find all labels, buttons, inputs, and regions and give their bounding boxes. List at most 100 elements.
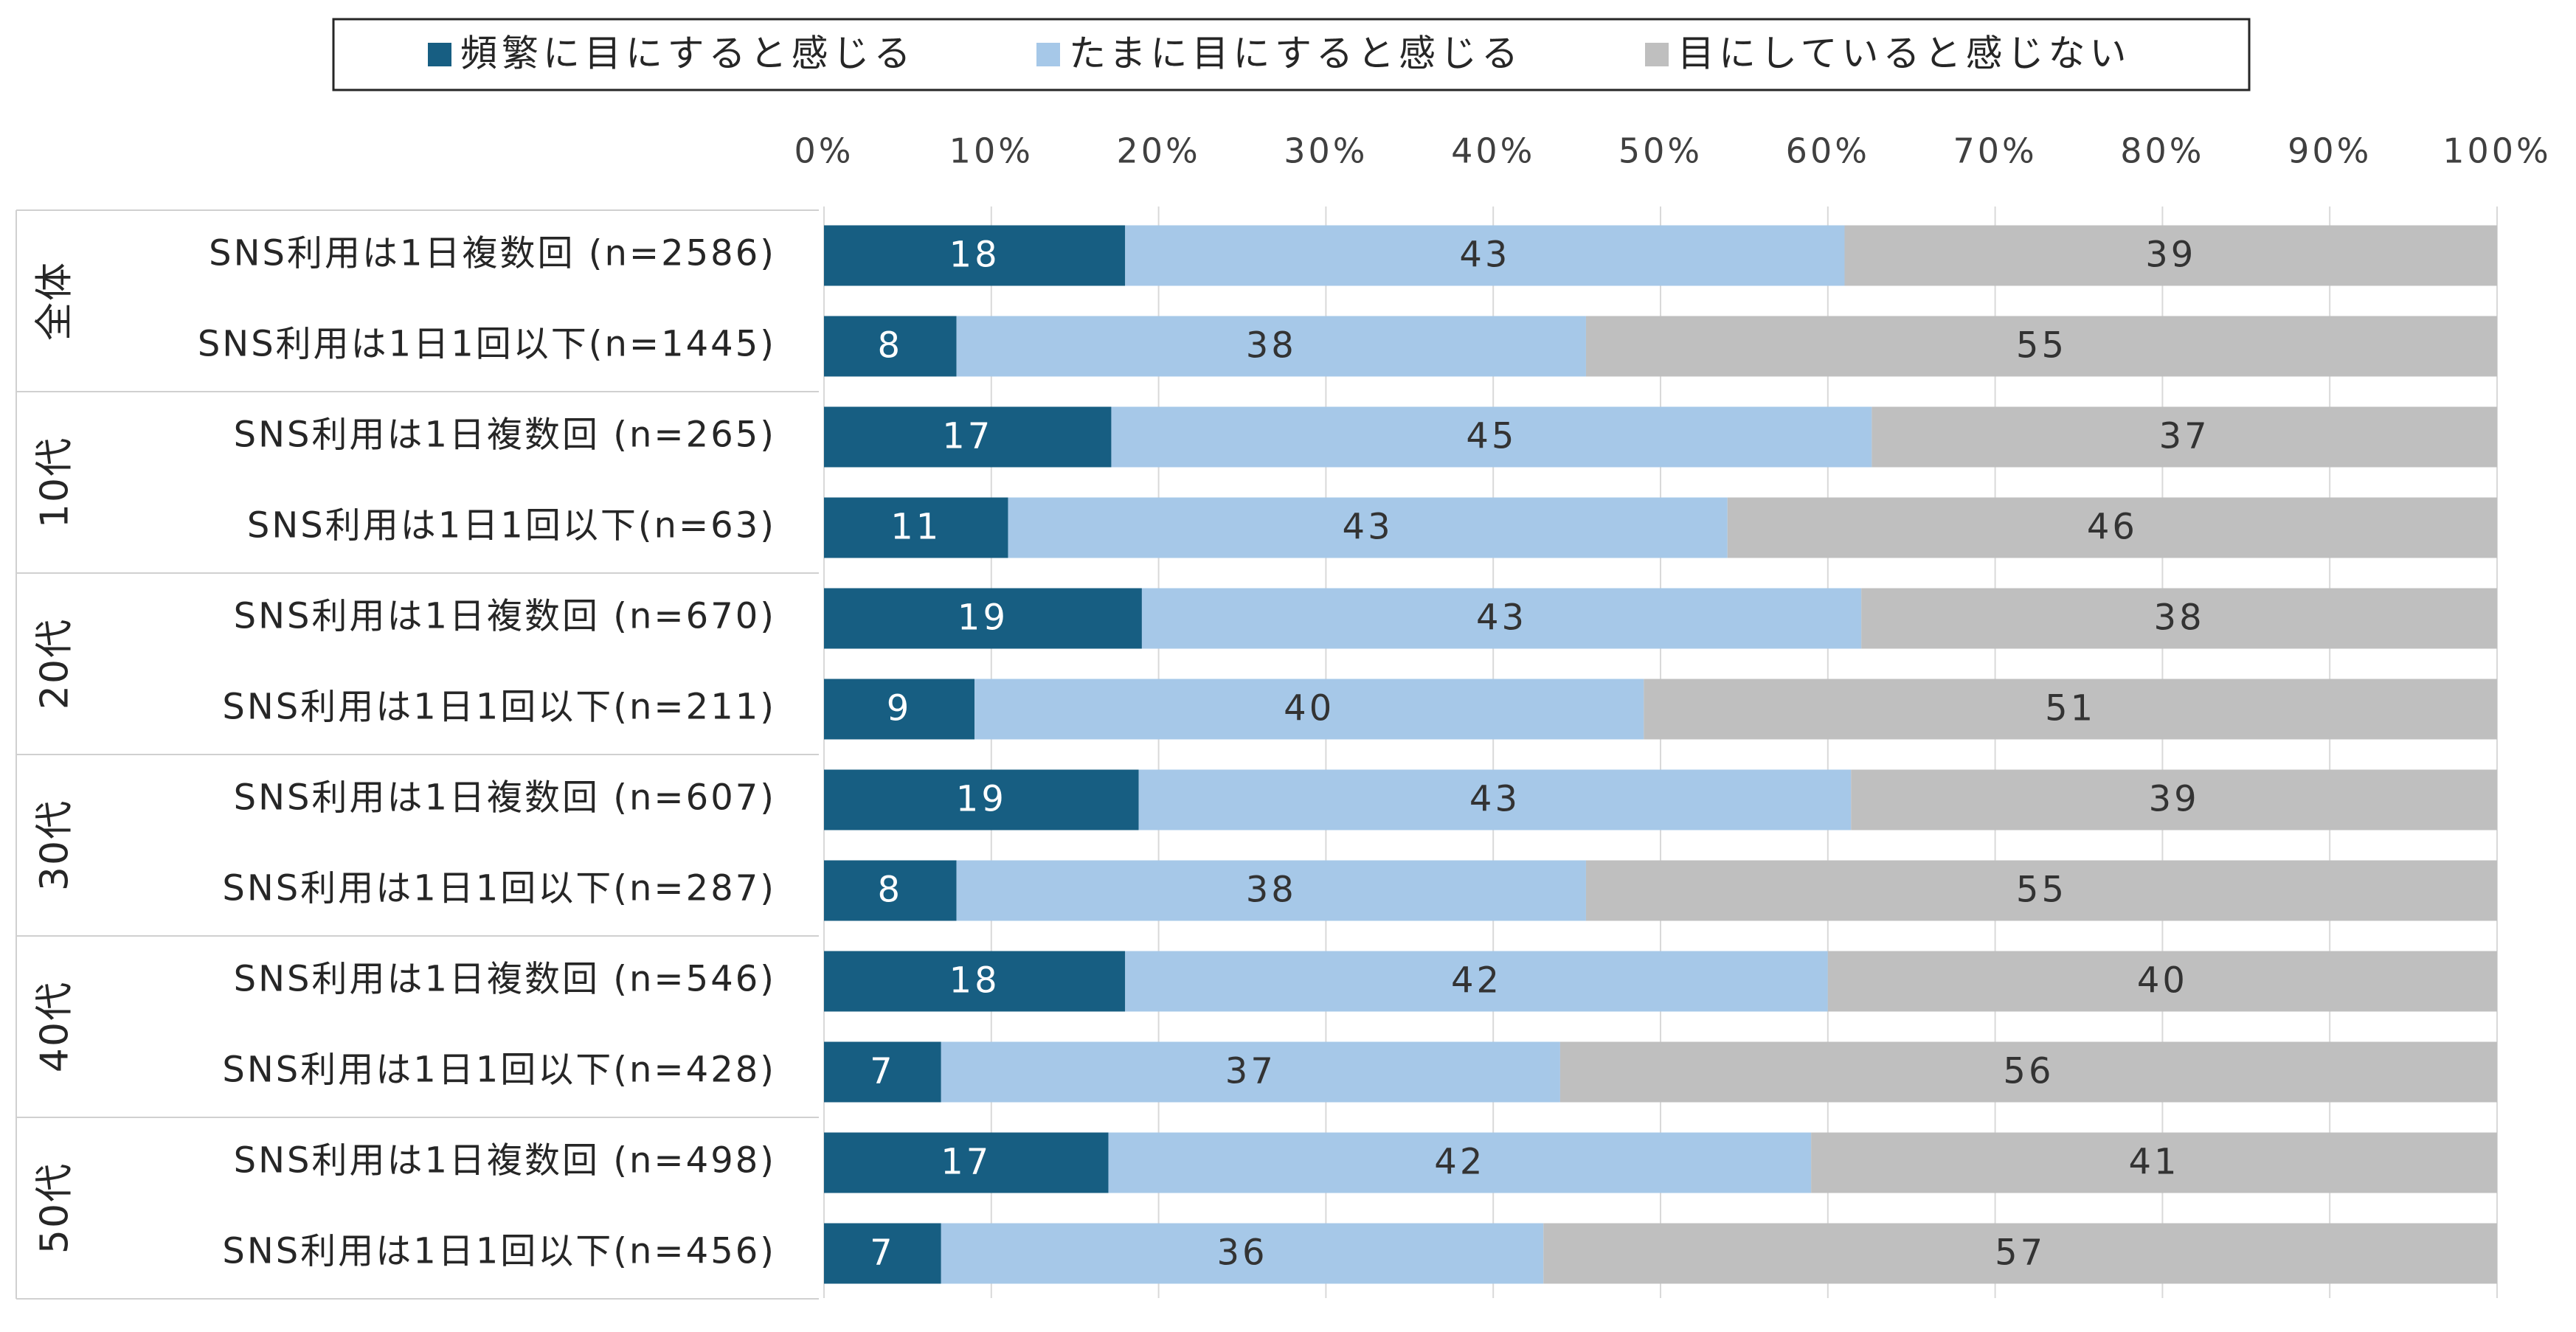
bar-segment <box>1111 406 1872 468</box>
row-label: SNS利用は1日1回以下(n=456) <box>222 1231 776 1272</box>
bar-segment <box>1108 1132 1812 1193</box>
data-label: 55 <box>2016 870 2067 911</box>
group-label: 10代 <box>33 437 77 528</box>
bar-segment <box>1585 860 2497 921</box>
bar-segment <box>956 316 1586 377</box>
data-label: 38 <box>1246 325 1297 367</box>
x-tick-label: 20% <box>1116 131 1200 171</box>
row-label: SNS利用は1日1回以下(n=1445) <box>198 324 776 365</box>
bar-segment <box>1872 406 2497 468</box>
bar-segment <box>824 679 975 740</box>
x-tick-label: 70% <box>1953 131 2037 171</box>
group-label: 40代 <box>33 981 77 1072</box>
row-label: SNS利用は1日複数回 (n=670) <box>234 596 776 637</box>
data-label: 55 <box>2016 325 2067 367</box>
bar-segment <box>1861 588 2497 649</box>
data-label: 42 <box>1434 1142 1485 1183</box>
data-label: 40 <box>1284 688 1334 729</box>
bar-segment <box>824 497 1008 558</box>
bar-segment <box>1585 316 2497 377</box>
bar-segment <box>824 951 1126 1012</box>
data-label: 43 <box>1459 235 1510 276</box>
row-label: SNS利用は1日複数回 (n=546) <box>234 959 776 1000</box>
bar-segment <box>1559 1041 2497 1103</box>
group-label: 20代 <box>33 618 77 710</box>
bar-segment <box>824 769 1139 830</box>
bar-segment <box>824 1223 941 1284</box>
bars <box>824 225 2497 1284</box>
data-labels: 18 43 39 8 38 55 17 45 37 11 43 46 19 43 38 9 40 51 19 43 39… <box>870 235 2210 1274</box>
legend-label: 目にしていると感じない <box>1677 32 2131 75</box>
group-label: 全体 <box>33 261 77 341</box>
bar-segment <box>1008 497 1728 558</box>
legend-label: 頻繁に目にすると感じる <box>460 32 915 75</box>
x-tick-label: 60% <box>1786 131 1870 171</box>
x-tick-label: 80% <box>2120 131 2204 171</box>
x-tick-label: 10% <box>949 131 1033 171</box>
x-tick-label: 30% <box>1284 131 1368 171</box>
bar-segment <box>1138 769 1852 830</box>
group-label: 50代 <box>33 1162 77 1254</box>
data-label: 56 <box>2003 1051 2054 1092</box>
data-label: 19 <box>958 597 1008 639</box>
data-label: 38 <box>1246 870 1297 911</box>
data-label: 37 <box>1225 1051 1276 1092</box>
legend: 頻繁に目にすると感じる たまに目にすると感じる 目にしていると感じない <box>332 18 2251 91</box>
bar-segment <box>1827 951 2497 1012</box>
legend-swatch <box>1645 43 1669 66</box>
legend-swatch <box>428 43 451 66</box>
data-label: 38 <box>2154 597 2205 639</box>
bar-segment <box>1141 588 1862 649</box>
data-label: 46 <box>2087 507 2138 548</box>
data-label: 41 <box>2129 1142 2180 1183</box>
category-table: 全体 10代 20代 30代 40代 50代 SNS利用は1日複数回 (n=2586) SNS… <box>15 209 819 1300</box>
bar-segment <box>1543 1223 2497 1284</box>
row-label: SNS利用は1日1回以下(n=211) <box>222 687 776 728</box>
bar-segment <box>824 588 1142 649</box>
x-tick-label: 100% <box>2442 131 2552 171</box>
data-label: 9 <box>887 688 913 729</box>
bar-segment <box>1125 225 1845 286</box>
x-tick-label: 0% <box>794 131 854 171</box>
data-label: 36 <box>1216 1232 1267 1274</box>
data-label: 8 <box>878 325 904 367</box>
row-label: SNS利用は1日1回以下(n=428) <box>222 1050 776 1091</box>
row-label: SNS利用は1日1回以下(n=63) <box>247 505 776 547</box>
bar-segment <box>824 225 1126 286</box>
bar-segment <box>974 679 1644 740</box>
bar-segment <box>1844 225 2497 286</box>
bar-segment <box>824 1132 1109 1193</box>
data-label: 11 <box>890 507 941 548</box>
data-label: 8 <box>878 870 904 911</box>
bar-segment <box>824 316 957 377</box>
data-label: 19 <box>956 779 1007 820</box>
data-label: 17 <box>942 416 993 457</box>
bar-segment <box>1727 497 2497 558</box>
data-label: 43 <box>1476 597 1527 639</box>
data-label: 43 <box>1469 779 1520 820</box>
data-label: 18 <box>949 960 1000 1002</box>
legend-label: たまに目にすると感じる <box>1069 32 1523 75</box>
data-label: 37 <box>2159 416 2210 457</box>
row-label: SNS利用は1日複数回 (n=265) <box>234 414 776 456</box>
bar-segment <box>941 1223 1544 1284</box>
row-label: SNS利用は1日複数回 (n=607) <box>234 777 776 819</box>
data-label: 39 <box>2149 779 2200 820</box>
data-label: 39 <box>2145 235 2196 276</box>
data-label: 45 <box>1466 416 1517 457</box>
data-label: 7 <box>870 1232 896 1274</box>
x-tick-label: 50% <box>1618 131 1703 171</box>
data-label: 43 <box>1343 507 1393 548</box>
x-tick-label: 40% <box>1451 131 1535 171</box>
bar-segment <box>956 860 1586 921</box>
row-label: SNS利用は1日複数回 (n=2586) <box>209 233 776 274</box>
bar-segment <box>824 860 957 921</box>
legend-box <box>332 18 2251 91</box>
group-label: 30代 <box>33 799 77 891</box>
row-label: SNS利用は1日1回以下(n=287) <box>222 868 776 909</box>
bar-segment <box>1851 769 2497 830</box>
x-axis-ticks: 0% 10% 20% 30% 40% 50% 60% 70% 80% 90% 100% <box>794 131 2552 171</box>
data-label: 51 <box>2045 688 2096 729</box>
data-label: 7 <box>870 1051 896 1092</box>
data-label: 40 <box>2137 960 2188 1002</box>
